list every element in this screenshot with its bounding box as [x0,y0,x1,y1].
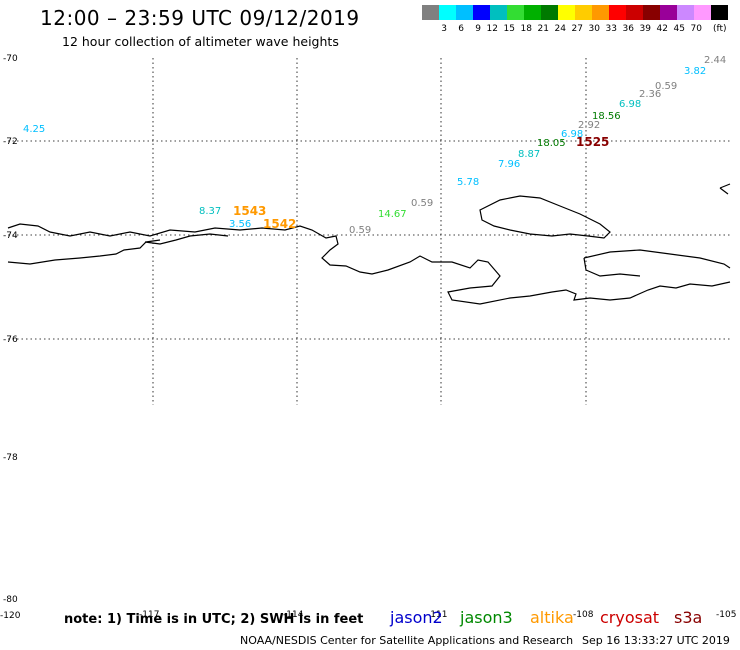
swh-value: 3.56 [229,219,251,230]
pass-time: 1542 [263,217,296,231]
swh-value: 8.87 [518,149,540,160]
island-outline [583,257,641,277]
satellite-cryosat: cryosat [600,608,660,627]
legend-label: 42 [656,24,668,34]
legend-swatch [660,5,677,20]
ice-shelf-coast [7,239,161,265]
lat-label: -80 [3,595,18,605]
lon-label: -117 [139,610,159,620]
swh-value: 8.37 [199,206,221,217]
legend-swatch [694,5,711,20]
legend-swatch [592,5,609,20]
swh-value: 3.82 [684,66,706,77]
generated-timestamp: Sep 16 13:33:27 UTC 2019 [582,634,730,647]
swh-value: 18.56 [592,111,621,122]
coastline [7,183,731,305]
legend-label: 70 [690,24,702,34]
legend-label: 39 [639,24,651,34]
legend-label: 9 [475,24,481,34]
swh-value: 0.59 [411,198,433,209]
legend-label: 27 [571,24,583,34]
lon-label: -114 [283,610,304,620]
satellite-jason3: jason3 [460,608,513,627]
swh-value: 2.92 [578,120,600,131]
lon-label: -111 [427,610,447,620]
legend-swatch [677,5,694,20]
legend-swatch [558,5,575,20]
lat-lon-grid [8,58,730,405]
lat-label: -78 [3,453,18,463]
swh-value: 18.05 [537,138,566,149]
coast-detail [144,233,229,245]
legend-swatch [507,5,524,20]
island-outline [719,183,731,195]
pass-time: 1543 [233,204,266,218]
legend-label: 18 [520,24,532,34]
longitude-labels: -120 -117 -114 -111 -108 -105 [0,610,736,621]
island-outline [479,195,611,239]
lat-label: -72 [3,137,18,147]
island-outline [583,249,731,269]
swh-annotations: 2.44 3.82 0.59 2.36 6.98 18.56 2.92 6.98… [23,55,726,236]
legend-label: 30 [588,24,600,34]
legend-label: 36 [622,24,634,34]
legend-swatch [626,5,643,20]
satellite-s3a: s3a [674,608,703,627]
latitude-labels: -70 -72 -74 -76 -78 -80 [3,54,18,605]
satellite-jason2: jason2 [390,608,443,627]
legend-label: 6 [458,24,464,34]
lat-label: -76 [3,335,18,345]
legend-swatch [456,5,473,20]
map-title: 12:00 – 23:59 UTC 09/12/2019 [40,6,360,30]
legend-swatch [643,5,660,20]
legend-swatch [422,5,439,20]
lon-label: -120 [0,611,21,621]
lat-label: -70 [3,54,18,64]
legend-swatch [473,5,490,20]
legend-swatch [541,5,558,20]
pass-time-labels: 1525 1543 1542 [233,135,609,231]
legend-swatch [490,5,507,20]
swh-value: 5.78 [457,177,479,188]
legend-unit: (ft) [713,24,727,34]
legend-label: 15 [503,24,515,34]
lon-label: -105 [716,610,736,620]
swh-value: 2.36 [639,89,661,100]
map-subtitle: 12 hour collection of altimeter wave hei… [62,34,339,49]
satellite-altika: altika [530,608,574,627]
swh-value: 2.44 [704,55,726,66]
lon-label: -108 [573,610,594,620]
legend-label: 12 [486,24,498,34]
swh-value: 0.59 [655,81,677,92]
legend-swatch [439,5,456,20]
swh-value: 14.67 [378,209,407,220]
legend-swatch [575,5,592,20]
swh-value: 7.96 [498,159,520,170]
ice-shelf-coast [7,223,731,305]
units-note: note: 1) Time is in UTC; 2) SWH is in fe… [64,612,364,627]
wave-height-legend: 3 6 9 12 15 18 21 24 27 30 33 36 39 42 45 70 (ft) [422,5,728,37]
legend-swatch [609,5,626,20]
pass-time: 1525 [576,135,609,149]
legend-label: 24 [554,24,566,34]
swh-value: 0.59 [349,225,371,236]
legend-swatch [524,5,541,20]
credit-line: NOAA/NESDIS Center for Satellite Applica… [240,634,574,647]
swh-value: 6.98 [619,99,641,110]
lat-label: -74 [3,231,18,241]
legend-label: 45 [673,24,685,34]
legend-label: 3 [441,24,447,34]
legend-label: 33 [605,24,617,34]
swh-value: 6.98 [561,129,583,140]
swh-value: 4.25 [23,124,45,135]
legend-label: 21 [537,24,549,34]
legend-swatch [711,5,728,20]
